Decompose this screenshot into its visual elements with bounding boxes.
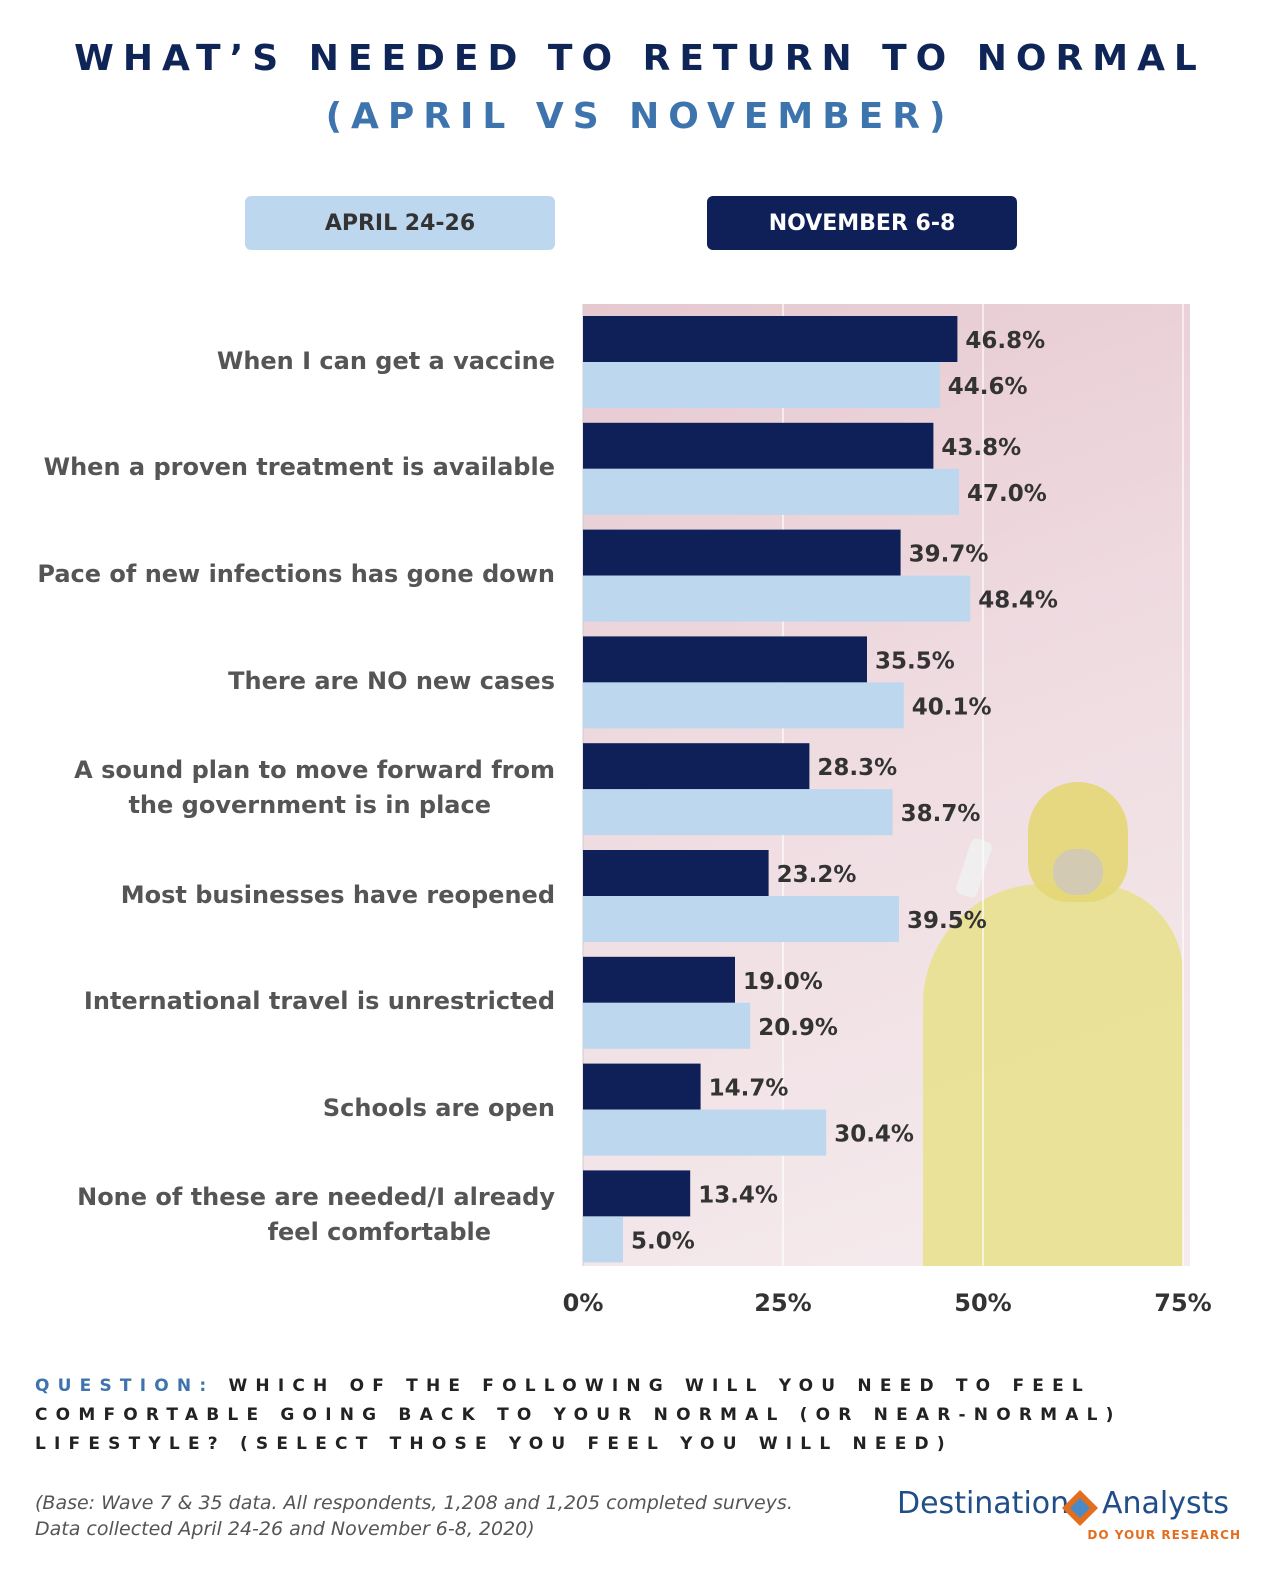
category-label-line: Pace of new infections has gone down	[37, 560, 555, 589]
category-label-6: International travel is unrestricted	[15, 984, 555, 1019]
legend-november: NOVEMBER 6-8	[707, 196, 1017, 250]
bar-november-3	[583, 636, 867, 683]
data-label-november-8: 13.4%	[698, 1182, 778, 1208]
data-label-november-7: 14.7%	[709, 1076, 789, 1102]
category-label-4: A sound plan to move forward from the gov…	[15, 753, 555, 823]
category-label-3: There are NO new cases	[15, 664, 555, 699]
bar-november-6	[583, 956, 735, 1003]
x-tick-label-0: 0%	[563, 1289, 604, 1317]
x-tick-label-50: 50%	[954, 1289, 1011, 1317]
footnote: (Base: Wave 7 & 35 data. All respondents…	[35, 1490, 855, 1542]
category-label-line: Schools are open	[322, 1094, 555, 1123]
bar-chart: 46.8% 44.6% 43.8% 47.0% 39.7% 48.4% 35.5% 40.1%…	[563, 304, 1212, 1317]
data-label-november-0: 46.8%	[965, 328, 1045, 354]
category-label-line: International travel is unrestricted	[83, 987, 555, 1016]
data-label-november-2: 39.7%	[909, 542, 989, 568]
data-label-april-6: 20.9%	[758, 1015, 838, 1041]
bar-november-7	[583, 1063, 701, 1110]
data-label-april-5: 39.5%	[907, 908, 987, 934]
diamond-logo-icon	[1062, 1490, 1098, 1526]
category-label-line: None of these are needed/I already	[77, 1183, 555, 1212]
respirator-mask-image	[1053, 849, 1103, 895]
bar-april-7	[583, 1109, 827, 1156]
question-prefix: QUESTION:	[35, 1376, 215, 1396]
data-label-november-5: 23.2%	[777, 862, 857, 888]
data-label-november-6: 19.0%	[743, 969, 823, 995]
category-label-line: feel comfortable	[267, 1218, 491, 1247]
hazmat-figure-image	[923, 884, 1183, 1266]
data-label-april-1: 47.0%	[967, 481, 1047, 507]
survey-question: QUESTION: WHICH OF THE FOLLOWING WILL YO…	[35, 1372, 1245, 1459]
data-label-november-4: 28.3%	[817, 755, 897, 781]
bar-april-5	[583, 896, 899, 942]
data-label-april-0: 44.6%	[948, 374, 1028, 400]
legend-april: APRIL 24-26	[245, 196, 555, 250]
category-label-line: Most businesses have reopened	[120, 880, 555, 909]
category-label-5: Most businesses have reopened	[15, 878, 555, 913]
data-label-april-7: 30.4%	[834, 1122, 914, 1148]
category-label-line: the government is in place	[128, 791, 491, 820]
footnote-line-1: (Base: Wave 7 & 35 data. All respondents…	[35, 1492, 793, 1514]
logo-text-left: Destination	[897, 1486, 1070, 1521]
bar-april-2	[583, 575, 971, 622]
category-label-7: Schools are open	[15, 1091, 555, 1126]
bar-april-6	[583, 1002, 751, 1049]
question-text: WHICH OF THE FOLLOWING WILL YOU NEED TO …	[35, 1376, 1122, 1454]
bar-april-4	[583, 789, 893, 836]
bar-november-5	[583, 850, 769, 896]
bar-april-8	[583, 1216, 623, 1263]
bar-april-1	[583, 468, 959, 515]
x-tick-label-25: 25%	[754, 1289, 811, 1317]
data-label-april-8: 5.0%	[631, 1228, 695, 1254]
destination-analysts-logo: Destination Analysts DO YOUR RESEARCH	[897, 1486, 1247, 1550]
data-label-april-4: 38.7%	[901, 801, 981, 827]
data-label-april-3: 40.1%	[912, 694, 992, 720]
category-label-line: When a proven treatment is available	[43, 453, 555, 482]
data-label-april-2: 48.4%	[978, 588, 1058, 614]
logo-text-right: Analysts	[1102, 1486, 1230, 1521]
category-label-line: When I can get a vaccine	[216, 346, 555, 375]
data-label-november-1: 43.8%	[941, 435, 1021, 461]
category-label-line: A sound plan to move forward from	[74, 756, 555, 785]
category-label-8: None of these are needed/I already feel c…	[15, 1180, 555, 1250]
chart-title: WHAT’S NEEDED TO RETURN TO NORMAL	[74, 38, 1206, 79]
bar-april-3	[583, 682, 904, 729]
logo-tagline: DO YOUR RESEARCH	[1087, 1528, 1241, 1542]
category-label-0: When I can get a vaccine	[15, 344, 555, 379]
footnote-line-2: Data collected April 24-26 and November …	[35, 1518, 535, 1540]
data-label-november-3: 35.5%	[875, 648, 955, 674]
category-label-2: Pace of new infections has gone down	[15, 557, 555, 592]
chart-subtitle: (APRIL VS NOVEMBER)	[325, 96, 955, 137]
bar-november-1	[583, 422, 934, 469]
bar-april-0	[583, 362, 940, 408]
bar-november-4	[583, 743, 810, 790]
category-label-line: There are NO new cases	[228, 666, 555, 695]
bar-november-8	[583, 1170, 691, 1217]
bar-november-0	[583, 316, 958, 362]
x-tick-label-75: 75%	[1154, 1289, 1211, 1317]
bar-november-2	[583, 529, 901, 576]
category-label-1: When a proven treatment is available	[15, 450, 555, 485]
